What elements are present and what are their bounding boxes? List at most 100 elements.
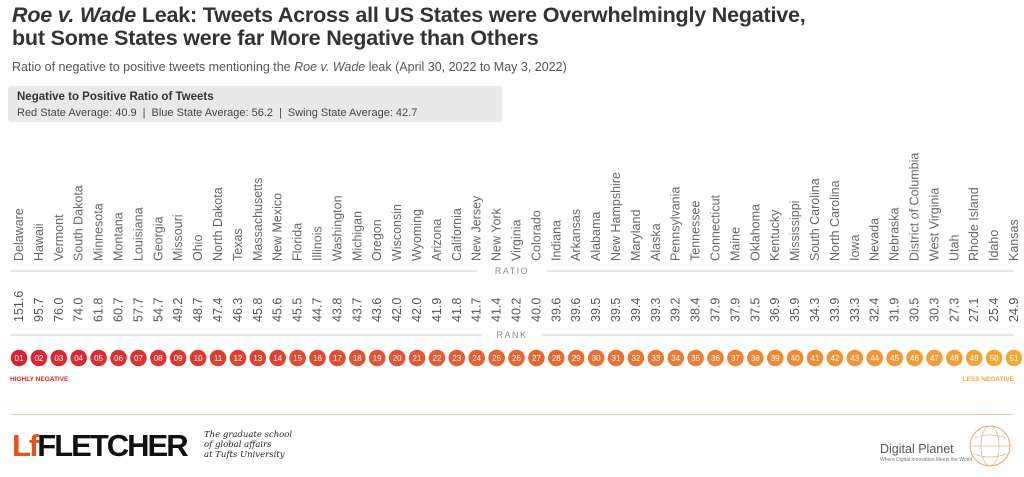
rank-number: 21 — [413, 354, 422, 363]
rank-number: 49 — [970, 354, 979, 363]
rank-number: 11 — [214, 354, 223, 363]
ratio-value: 40.2 — [510, 298, 524, 322]
rank-circle — [806, 349, 824, 367]
rank-circle — [548, 349, 565, 367]
state-label: Arizona — [430, 219, 444, 261]
rank-circles: 01 02 03 04 05 06 07 08 09 10 11 12 13 14 15 16 17 18 19 20… — [10, 349, 1023, 367]
title-line1: Leak: Tweets Across all US States were O… — [136, 3, 806, 27]
ratio-value: 33.3 — [848, 298, 862, 322]
tagline-line: of global affairs — [204, 440, 272, 450]
rank-number: 38 — [751, 354, 760, 363]
state-label: Kansas — [1007, 219, 1021, 261]
ratio-value: 30.3 — [927, 298, 941, 322]
rank-circle — [528, 349, 545, 367]
rank-circle — [985, 349, 1003, 367]
rank-circle — [30, 349, 48, 367]
ratio-value: 47.4 — [211, 298, 225, 322]
state-label: Iowa — [848, 235, 862, 261]
state-label: Oregon — [370, 219, 384, 261]
rank-number: 16 — [313, 354, 322, 363]
ratio-value: 39.4 — [629, 298, 643, 322]
rank-circle — [946, 349, 963, 367]
rank-circle — [647, 349, 665, 367]
rank-number: 13 — [253, 354, 262, 363]
globe-icon — [969, 425, 1011, 467]
rank-circle — [866, 349, 883, 367]
legend-highly-negative: HIGHLY NEGATIVE — [10, 376, 69, 383]
ratio-value: 38.4 — [689, 298, 703, 322]
state-label: North Dakota — [211, 187, 225, 261]
rank-number: 40 — [791, 354, 800, 363]
state-label: Mississippi — [788, 201, 802, 261]
ratio-value: 45.6 — [271, 298, 285, 322]
rank-number: 45 — [890, 354, 899, 363]
ratio-value: 36.9 — [768, 298, 782, 322]
rank-number: 51 — [1010, 354, 1019, 363]
rank-number: 31 — [612, 354, 621, 363]
ratio-value: 39.5 — [609, 298, 623, 322]
rank-circle — [687, 349, 704, 367]
rank-number: 43 — [850, 354, 859, 363]
rank-circle — [627, 349, 645, 367]
ratio-value: 57.7 — [131, 298, 145, 322]
rank-number: 05 — [94, 354, 103, 363]
rank-circle — [707, 349, 724, 367]
rank-circle — [349, 349, 366, 367]
digital-planet-logo: Digital Planet Where Digital Innovation … — [880, 422, 1014, 470]
rank-number: 35 — [691, 354, 700, 363]
rank-number: 25 — [492, 354, 501, 363]
ratio-value: 43.6 — [370, 298, 384, 322]
ratio-value: 41.8 — [450, 298, 464, 322]
summary-separator: | — [279, 107, 282, 119]
rank-number: 26 — [512, 354, 521, 363]
summary-averages: Red State Average: 40.9 | Blue State Avera… — [17, 107, 417, 119]
chart-subtitle: Ratio of negative to positive tweets men… — [12, 60, 567, 74]
state-label: Pennsylvania — [669, 187, 683, 261]
state-label: Oklahoma — [748, 204, 762, 261]
fletcher-logo: LfFLETCHER — [12, 428, 189, 464]
state-label: Utah — [947, 235, 961, 261]
dp-tagline: Where Digital Innovation Meets the World — [880, 457, 973, 463]
fletcher-mark: Lf — [12, 428, 39, 463]
state-label: Rhode Island — [967, 187, 981, 261]
rank-number: 18 — [353, 354, 362, 363]
ratio-value: 41.9 — [430, 298, 444, 322]
ratio-value: 27.3 — [947, 298, 961, 322]
rank-number: 01 — [15, 354, 24, 363]
rank-number: 23 — [452, 354, 461, 363]
rank-row: RANK — [10, 330, 1014, 340]
state-label: Wisconsin — [390, 204, 404, 261]
ratio-value: 37.9 — [709, 298, 723, 322]
rank-number: 03 — [54, 354, 63, 363]
ratio-value: 37.5 — [748, 298, 762, 322]
state-label: New Jersey — [470, 195, 484, 261]
rank-number: 34 — [671, 354, 680, 363]
ratio-values: 151.6 95.7 76.0 74.0 61.8 60.7 57.7 54.7 49.2 48.… — [12, 291, 1021, 322]
rank-circle — [150, 349, 167, 367]
ratio-value: 54.7 — [151, 298, 165, 322]
rank-circle — [508, 349, 525, 367]
rank-number: 44 — [870, 354, 879, 363]
rank-circle — [50, 349, 68, 367]
rank-number: 27 — [532, 354, 541, 363]
rank-circle — [110, 349, 127, 367]
rank-number: 07 — [134, 354, 143, 363]
ratio-value: 44.7 — [311, 298, 325, 322]
state-label: Hawaii — [32, 223, 46, 261]
fletcher-tagline: The graduate school of global affairs at… — [204, 430, 294, 460]
footer-divider — [10, 414, 1014, 415]
rank-number: 20 — [393, 354, 402, 363]
rank-circle — [567, 349, 585, 367]
rank-number: 17 — [333, 354, 342, 363]
rank-circle — [169, 349, 187, 367]
rank-number: 02 — [34, 354, 43, 363]
rank-circle — [587, 349, 605, 367]
rank-number: 28 — [552, 354, 561, 363]
state-label: North Carolina — [828, 180, 842, 261]
rank-circle — [965, 349, 983, 367]
tagline-line: at Tufts University — [204, 450, 285, 460]
ratio-value: 43.7 — [350, 298, 364, 322]
chart-title: Roe v. Wade Leak: Tweets Across all US S… — [12, 4, 806, 50]
ratio-value: 27.1 — [967, 298, 981, 322]
state-label: Montana — [112, 212, 126, 261]
